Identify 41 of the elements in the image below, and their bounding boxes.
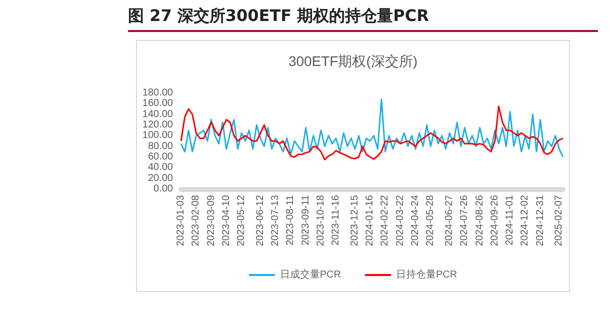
y-tick-label: 60.00 bbox=[148, 152, 174, 162]
y-tick-label: 0.00 bbox=[154, 184, 174, 194]
y-tick-label: 40.00 bbox=[148, 162, 174, 174]
chart-title: 图 27 深交所300ETF 期权的持仓量PCR bbox=[128, 6, 598, 32]
legend-label: 日成交量PCR bbox=[280, 268, 342, 280]
x-tick-label: 2024-08-26 bbox=[474, 194, 486, 246]
x-tick-label: 2024-12-31 bbox=[534, 194, 546, 246]
x-tick-label: 2024-05-28 bbox=[425, 194, 436, 246]
x-tick-label: 2023-07-13 bbox=[270, 194, 282, 246]
y-tick-label: 80.00 bbox=[148, 140, 174, 152]
x-tick-label: 2024-03-22 bbox=[394, 194, 406, 246]
x-tick-label: 2023-03-09 bbox=[206, 194, 217, 246]
x-tick-label: 2023-11-16 bbox=[330, 194, 342, 246]
x-tick-label: 2023-05-12 bbox=[236, 194, 248, 246]
x-tick-label: 2023-10-18 bbox=[315, 194, 326, 246]
y-tick-label: 120.00 bbox=[142, 120, 174, 130]
x-tick-label: 2024-02-22 bbox=[380, 194, 391, 246]
y-tick-label: 20.00 bbox=[148, 172, 174, 184]
chart-subtitle: 300ETF期权(深交所) bbox=[288, 53, 418, 69]
legend-label: 日持仓量PCR bbox=[396, 268, 458, 280]
x-tick-label: 2024-07-26 bbox=[459, 194, 470, 246]
y-tick-label: 180.00 bbox=[142, 88, 174, 98]
x-tick-label: 2023-04-10 bbox=[220, 194, 232, 246]
y-tick-label: 140.00 bbox=[142, 108, 174, 120]
x-tick-label: 2025-02-07 bbox=[554, 194, 565, 246]
x-tick-label: 2023-02-08 bbox=[190, 194, 202, 246]
x-tick-label: 2023-12-15 bbox=[349, 194, 360, 246]
x-tick-label: 2023-01-03 bbox=[176, 194, 186, 246]
y-tick-label: 100.00 bbox=[142, 130, 174, 142]
x-tick-label: 2024-06-27 bbox=[444, 194, 456, 246]
x-tick-label: 2023-06-12 bbox=[254, 194, 266, 246]
y-tick-label: 160.00 bbox=[142, 98, 174, 110]
x-tick-label: 2024-11-01 bbox=[504, 194, 516, 246]
line-series bbox=[180, 98, 564, 158]
x-tick-label: 2024-01-16 bbox=[364, 194, 376, 246]
line-series bbox=[180, 106, 564, 160]
x-tick-label: 2023-09-11 bbox=[300, 194, 312, 246]
x-tick-label: 2023-08-11 bbox=[285, 194, 296, 246]
x-tick-label: 2024-04-24 bbox=[410, 194, 421, 246]
x-tick-label: 2024-12-02 bbox=[520, 194, 531, 246]
x-tick-label: 2024-09-26 bbox=[489, 194, 500, 246]
